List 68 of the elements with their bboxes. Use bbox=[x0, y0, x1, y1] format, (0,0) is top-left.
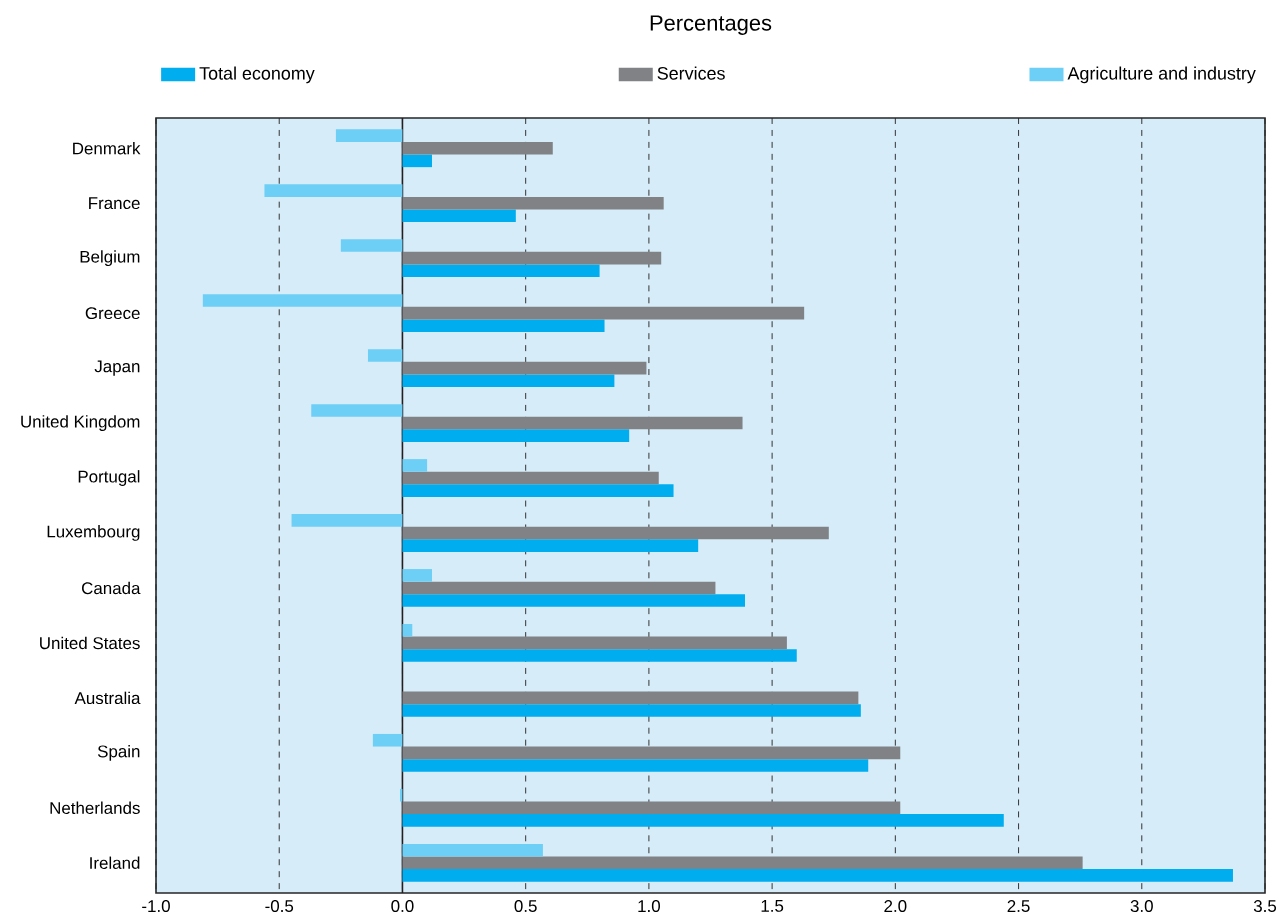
x-tick-label: 0.5 bbox=[514, 900, 537, 913]
bar bbox=[402, 594, 746, 607]
bar bbox=[402, 459, 428, 472]
bar bbox=[402, 814, 1004, 827]
y-tick-label: Belgium bbox=[80, 250, 140, 267]
bar bbox=[402, 691, 859, 705]
bar bbox=[402, 429, 630, 442]
bar bbox=[402, 374, 615, 387]
bar bbox=[402, 264, 600, 278]
bar bbox=[402, 759, 869, 772]
y-tick-label: Spain bbox=[97, 744, 140, 761]
bar bbox=[402, 416, 743, 430]
y-tick-label: Greece bbox=[85, 307, 140, 320]
y-tick-label: Luxembourg bbox=[47, 525, 140, 541]
legend-label: Services bbox=[657, 66, 725, 80]
x-tick-label: 3.0 bbox=[1130, 900, 1153, 913]
bar bbox=[402, 636, 787, 650]
y-tick-label: United States bbox=[40, 636, 140, 650]
y-tick-label: Japan bbox=[94, 360, 140, 376]
bar bbox=[402, 526, 829, 540]
bar bbox=[402, 471, 659, 485]
x-tick-label: 1.0 bbox=[638, 900, 660, 913]
bar bbox=[402, 843, 543, 857]
bar bbox=[402, 801, 901, 815]
bar bbox=[402, 154, 433, 168]
y-tick-label: Denmark bbox=[73, 142, 141, 155]
bar bbox=[402, 251, 662, 265]
x-tick-label: 3.5 bbox=[1253, 900, 1277, 913]
y-tick-label: United Kingdom bbox=[21, 415, 140, 431]
y-tick-label: Australia bbox=[74, 691, 141, 705]
bar bbox=[402, 484, 674, 497]
bar bbox=[335, 129, 403, 142]
bar bbox=[402, 569, 433, 582]
bar bbox=[311, 404, 403, 417]
x-tick-label: -0.5 bbox=[265, 900, 294, 913]
bar bbox=[367, 349, 403, 362]
bar bbox=[202, 294, 403, 307]
y-tick-label: Canada bbox=[82, 581, 141, 595]
bar bbox=[402, 624, 413, 637]
bar bbox=[402, 704, 861, 717]
bar bbox=[402, 746, 901, 760]
y-tick-label: Ireland bbox=[90, 856, 140, 869]
bar bbox=[402, 869, 1233, 882]
bar bbox=[340, 239, 403, 252]
bar bbox=[402, 141, 553, 155]
bar bbox=[402, 361, 647, 375]
bar bbox=[372, 733, 403, 747]
bar bbox=[402, 539, 699, 552]
x-tick-label: -1.0 bbox=[142, 900, 170, 913]
y-tick-label: France bbox=[89, 197, 140, 210]
bar bbox=[402, 856, 1083, 870]
bar bbox=[291, 514, 403, 527]
x-tick-label: 2.5 bbox=[1007, 900, 1030, 913]
x-tick-label: 0.0 bbox=[391, 900, 414, 913]
legend-label: Total economy bbox=[199, 66, 315, 84]
x-tick-label: 1.5 bbox=[761, 900, 784, 912]
y-tick-label: Netherlands bbox=[50, 801, 140, 815]
bar bbox=[402, 649, 797, 662]
bar bbox=[264, 184, 403, 197]
chart-title: Percentages bbox=[650, 15, 772, 35]
bar bbox=[402, 209, 516, 223]
bar bbox=[402, 581, 716, 595]
legend-label: Agriculture and industry bbox=[1067, 66, 1256, 84]
x-tick-label: 2.0 bbox=[884, 900, 907, 913]
y-tick-label: Portugal bbox=[78, 470, 140, 486]
bar bbox=[402, 306, 805, 320]
bar bbox=[402, 319, 605, 333]
bar bbox=[402, 196, 664, 210]
